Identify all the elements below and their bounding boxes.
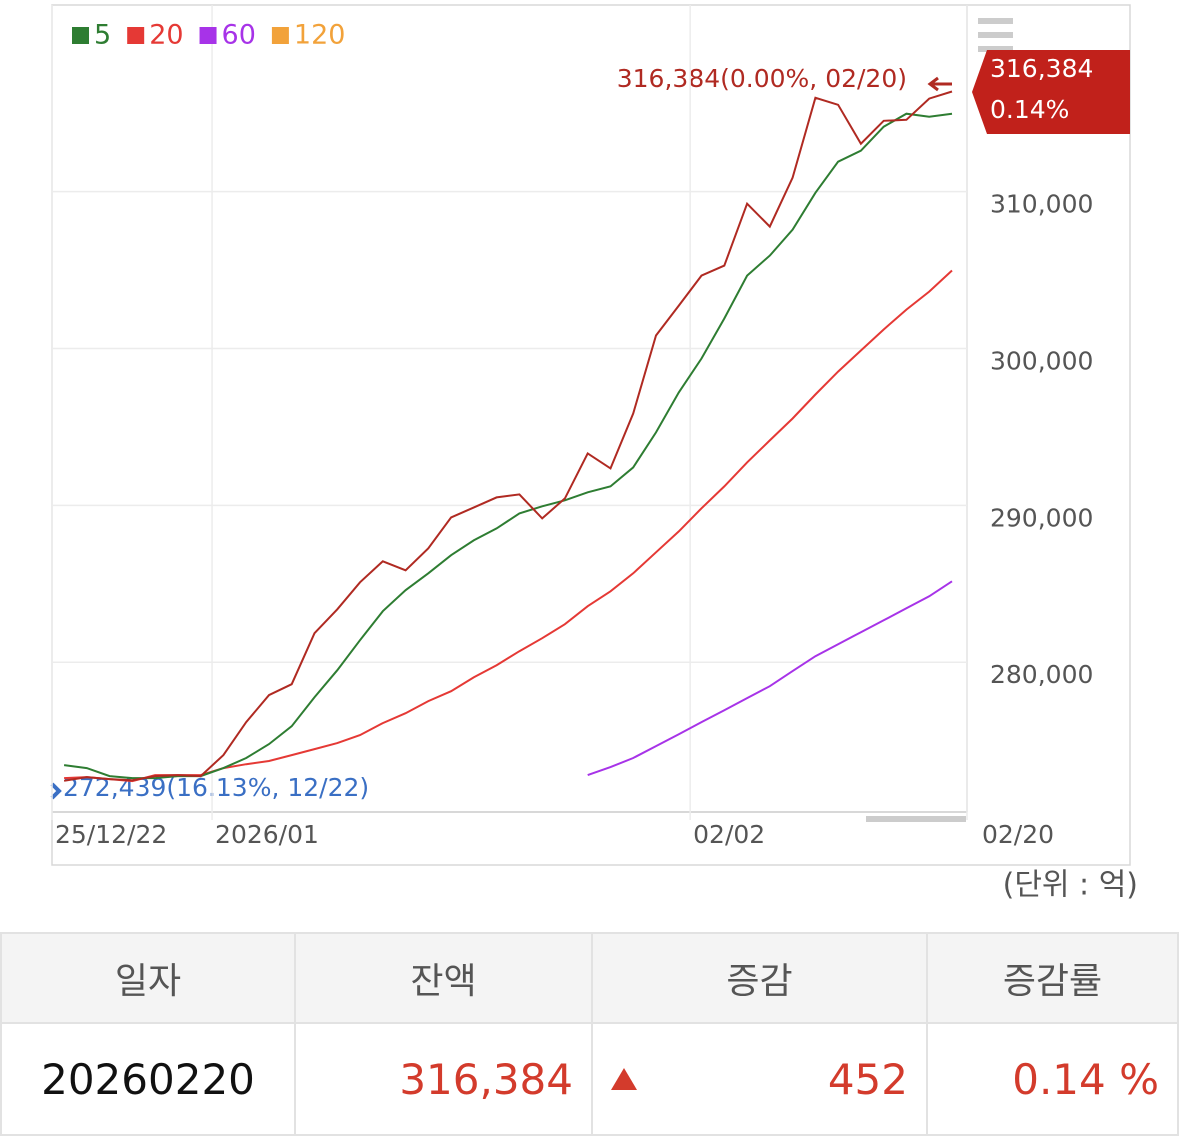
legend-swatch — [127, 27, 145, 44]
header-cell: 증감 — [591, 932, 928, 1024]
header-cell: 일자 — [0, 932, 296, 1024]
x-tick-label: 2026/01 — [215, 820, 319, 849]
up-icon — [611, 1068, 637, 1090]
change-cell: 452 — [591, 1022, 928, 1136]
x-tick-label: 25/12/22 — [55, 820, 167, 849]
legend-label: 60 — [222, 20, 256, 51]
y-tick-label: 310,000 — [990, 190, 1093, 219]
legend-label: 20 — [149, 20, 183, 51]
price-tag-change: 0.14% — [990, 95, 1069, 124]
legend-swatch — [199, 27, 217, 44]
series-line — [63, 90, 953, 782]
unit-label: (단위 : 억) — [1003, 868, 1138, 903]
price-tag — [972, 50, 1130, 134]
rate-cell: 0.14 % — [926, 1022, 1179, 1136]
low-arrow — [50, 782, 62, 800]
chart: 316,384 0.14% 316,384(0.00%, 02/20) 272,… — [50, 4, 1138, 903]
date-cell: 20260220 — [0, 1022, 296, 1136]
balance-cell: 316,384 — [294, 1022, 593, 1136]
high-label: 316,384(0.00%, 02/20) — [617, 64, 907, 93]
x-tick-label: 02/20 — [982, 820, 1054, 849]
scrollbar[interactable] — [866, 816, 966, 822]
legend-swatch — [72, 27, 89, 44]
menu-icon[interactable] — [978, 18, 1013, 52]
series-line — [63, 112, 953, 780]
y-tick-label: 280,000 — [990, 660, 1093, 689]
high-arrow — [927, 76, 952, 92]
data-table: 일자 잔액 증감 증감률 20260220 316,384 452 0.14 % — [0, 932, 1179, 1136]
header-cell: 증감률 — [926, 932, 1179, 1024]
x-tick-label: 02/02 — [693, 820, 765, 849]
y-tick-label: 290,000 — [990, 503, 1093, 532]
legend-label: 120 — [294, 20, 346, 51]
legend-label: 5 — [94, 20, 111, 51]
chart-frame — [51, 4, 1131, 866]
low-label: 272,439(16.13%, 12/22) — [63, 773, 369, 802]
price-tag-value: 316,384 — [990, 54, 1093, 83]
data-row: 20260220 316,384 452 0.14 % — [0, 1022, 1179, 1136]
legend-swatch — [271, 27, 289, 44]
y-tick-label: 300,000 — [990, 347, 1093, 376]
header-row: 일자 잔액 증감 증감률 — [0, 932, 1179, 1024]
series-line — [587, 580, 953, 777]
change-value: 452 — [827, 1054, 908, 1104]
header-cell: 잔액 — [294, 932, 593, 1024]
